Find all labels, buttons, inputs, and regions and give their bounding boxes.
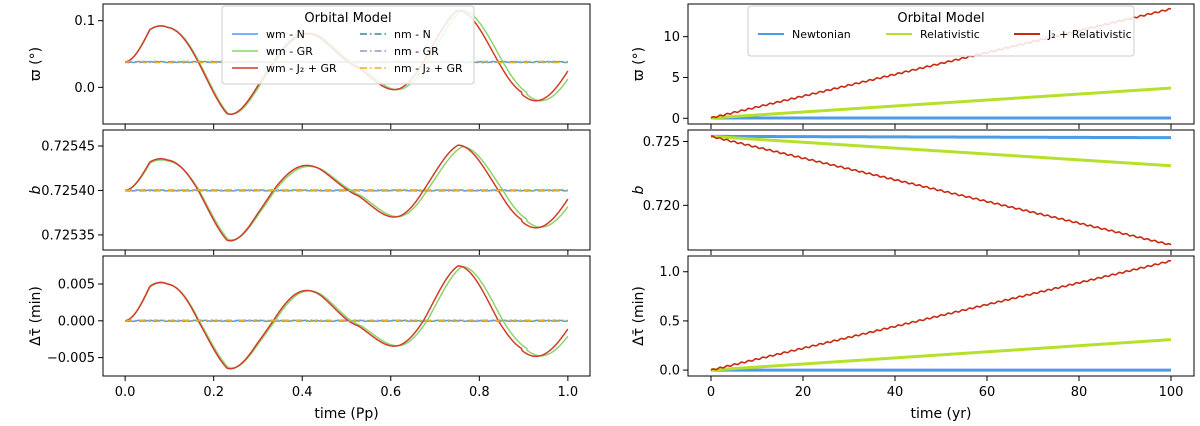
series-line-nm-j-gr [125, 189, 568, 192]
x-tick-label: 0.4 [292, 385, 313, 400]
series-line-newtonian [710, 134, 1172, 140]
axes-frame [102, 3, 591, 125]
x-axis-label: time (Pp) [314, 406, 378, 422]
panel-right-middle: 0.720 0.725 b [631, 129, 1195, 255]
y-tick-label: 0.005 [58, 277, 95, 292]
panel-right-top: 0 5 10 ϖ (°) Orbital Model Newtonian Relativis… [631, 3, 1195, 129]
panel-left-bottom: −0.005 0.000 0.005 0.0 0.2 0.4 0.6 0.8 1.0 Δτ̄ (m… [28, 255, 591, 422]
x-tick-label: 0 [707, 385, 715, 400]
x-axis-label: time (yr) [910, 406, 971, 422]
plot-area [124, 265, 569, 370]
x-tick-label: 100 [1159, 385, 1184, 400]
x-tick-label: 60 [979, 385, 996, 400]
axes-frame [687, 3, 1195, 125]
panel-left-top: 0.0 0.1 ϖ (°) Orbital Model wm - N wm - GR wm … [28, 3, 591, 129]
x-tick-label: 0.8 [469, 385, 490, 400]
y-axis-label: Δτ̄ (min) [28, 286, 44, 346]
legend-box [747, 5, 1135, 57]
series-line-relativistic [710, 338, 1172, 372]
y-tick-label: 0.5 [659, 314, 680, 329]
panel-right-bottom: 0.0 0.5 1.0 0 20 40 60 80 100 Δτ̄ (min) time (yr) [631, 255, 1195, 422]
y-tick-label: 0.0 [659, 364, 680, 379]
legend-entry: Newtonian [792, 28, 851, 41]
legend-entry: Relativistic [920, 28, 980, 41]
axes-frame [687, 255, 1195, 377]
plot-area [710, 259, 1172, 372]
y-axis-label: b [28, 185, 44, 194]
series-line-wm-j-gr [125, 144, 569, 242]
y-axis-label: ϖ (°) [28, 47, 44, 81]
legend-entry: nm - N [394, 28, 431, 41]
series-line-wm-gr [125, 265, 569, 369]
series-line-wm-gr [125, 146, 569, 241]
y-tick-label: 1.0 [659, 265, 680, 280]
y-tick-label: 0.1 [74, 14, 95, 29]
series-line-nm-j-gr [125, 60, 568, 64]
series-line-j-relativistic [710, 135, 1172, 246]
y-tick-label: 0.0 [74, 81, 95, 96]
legend: Orbital Model Newtonian Relativistic J₂ + R… [747, 5, 1135, 57]
series-line-j-relativistic [710, 259, 1172, 371]
y-tick-label: 0.72535 [41, 228, 95, 243]
y-tick-label: 0.725 [643, 135, 680, 150]
y-tick-label: 0.000 [58, 314, 95, 329]
x-tick-label: 0.6 [380, 385, 401, 400]
legend-entry: wm - J₂ + GR [266, 62, 337, 75]
x-tick-label: 20 [795, 385, 812, 400]
y-tick-label: 0 [672, 112, 680, 127]
legend-title: Orbital Model [304, 11, 391, 26]
x-tick-label: 0.0 [115, 385, 136, 400]
legend-box [221, 5, 475, 85]
legend-entry: J₂ + Relativistic [1047, 28, 1132, 41]
x-tick-label: 80 [1071, 385, 1088, 400]
y-tick-label: 0.72540 [41, 184, 95, 199]
legend-entry: wm - N [266, 28, 305, 41]
plot-area [124, 144, 569, 242]
legend-entry: wm - GR [266, 45, 313, 58]
series-line-relativistic [710, 134, 1172, 168]
y-axis-label: ϖ (°) [631, 47, 647, 81]
series-line-relativistic [710, 86, 1172, 120]
y-tick-label: 5 [672, 71, 680, 86]
panel-left-middle: 0.72535 0.72540 0.72545 b [28, 129, 591, 255]
series-line-wm-j-gr [125, 265, 569, 370]
y-tick-label: 0.72545 [41, 140, 95, 155]
y-tick-label: 0.720 [643, 199, 680, 214]
plot-area [710, 134, 1172, 246]
axes-frame [687, 129, 1195, 251]
legend-entry: nm - J₂ + GR [394, 62, 463, 75]
y-tick-label: −0.005 [47, 351, 95, 366]
legend: Orbital Model wm - N wm - GR wm - J₂ + GR nm… [221, 5, 475, 85]
axes-frame [102, 255, 591, 377]
x-tick-label: 40 [887, 385, 904, 400]
x-tick-label: 1.0 [558, 385, 579, 400]
series-line-nm-j-gr [125, 319, 568, 323]
y-axis-label: b [631, 185, 647, 194]
legend-entry: nm - GR [394, 45, 439, 58]
x-tick-label: 0.2 [203, 385, 224, 400]
y-axis-label: Δτ̄ (min) [631, 286, 647, 346]
y-tick-label: 10 [663, 30, 680, 45]
legend-title: Orbital Model [897, 11, 984, 26]
